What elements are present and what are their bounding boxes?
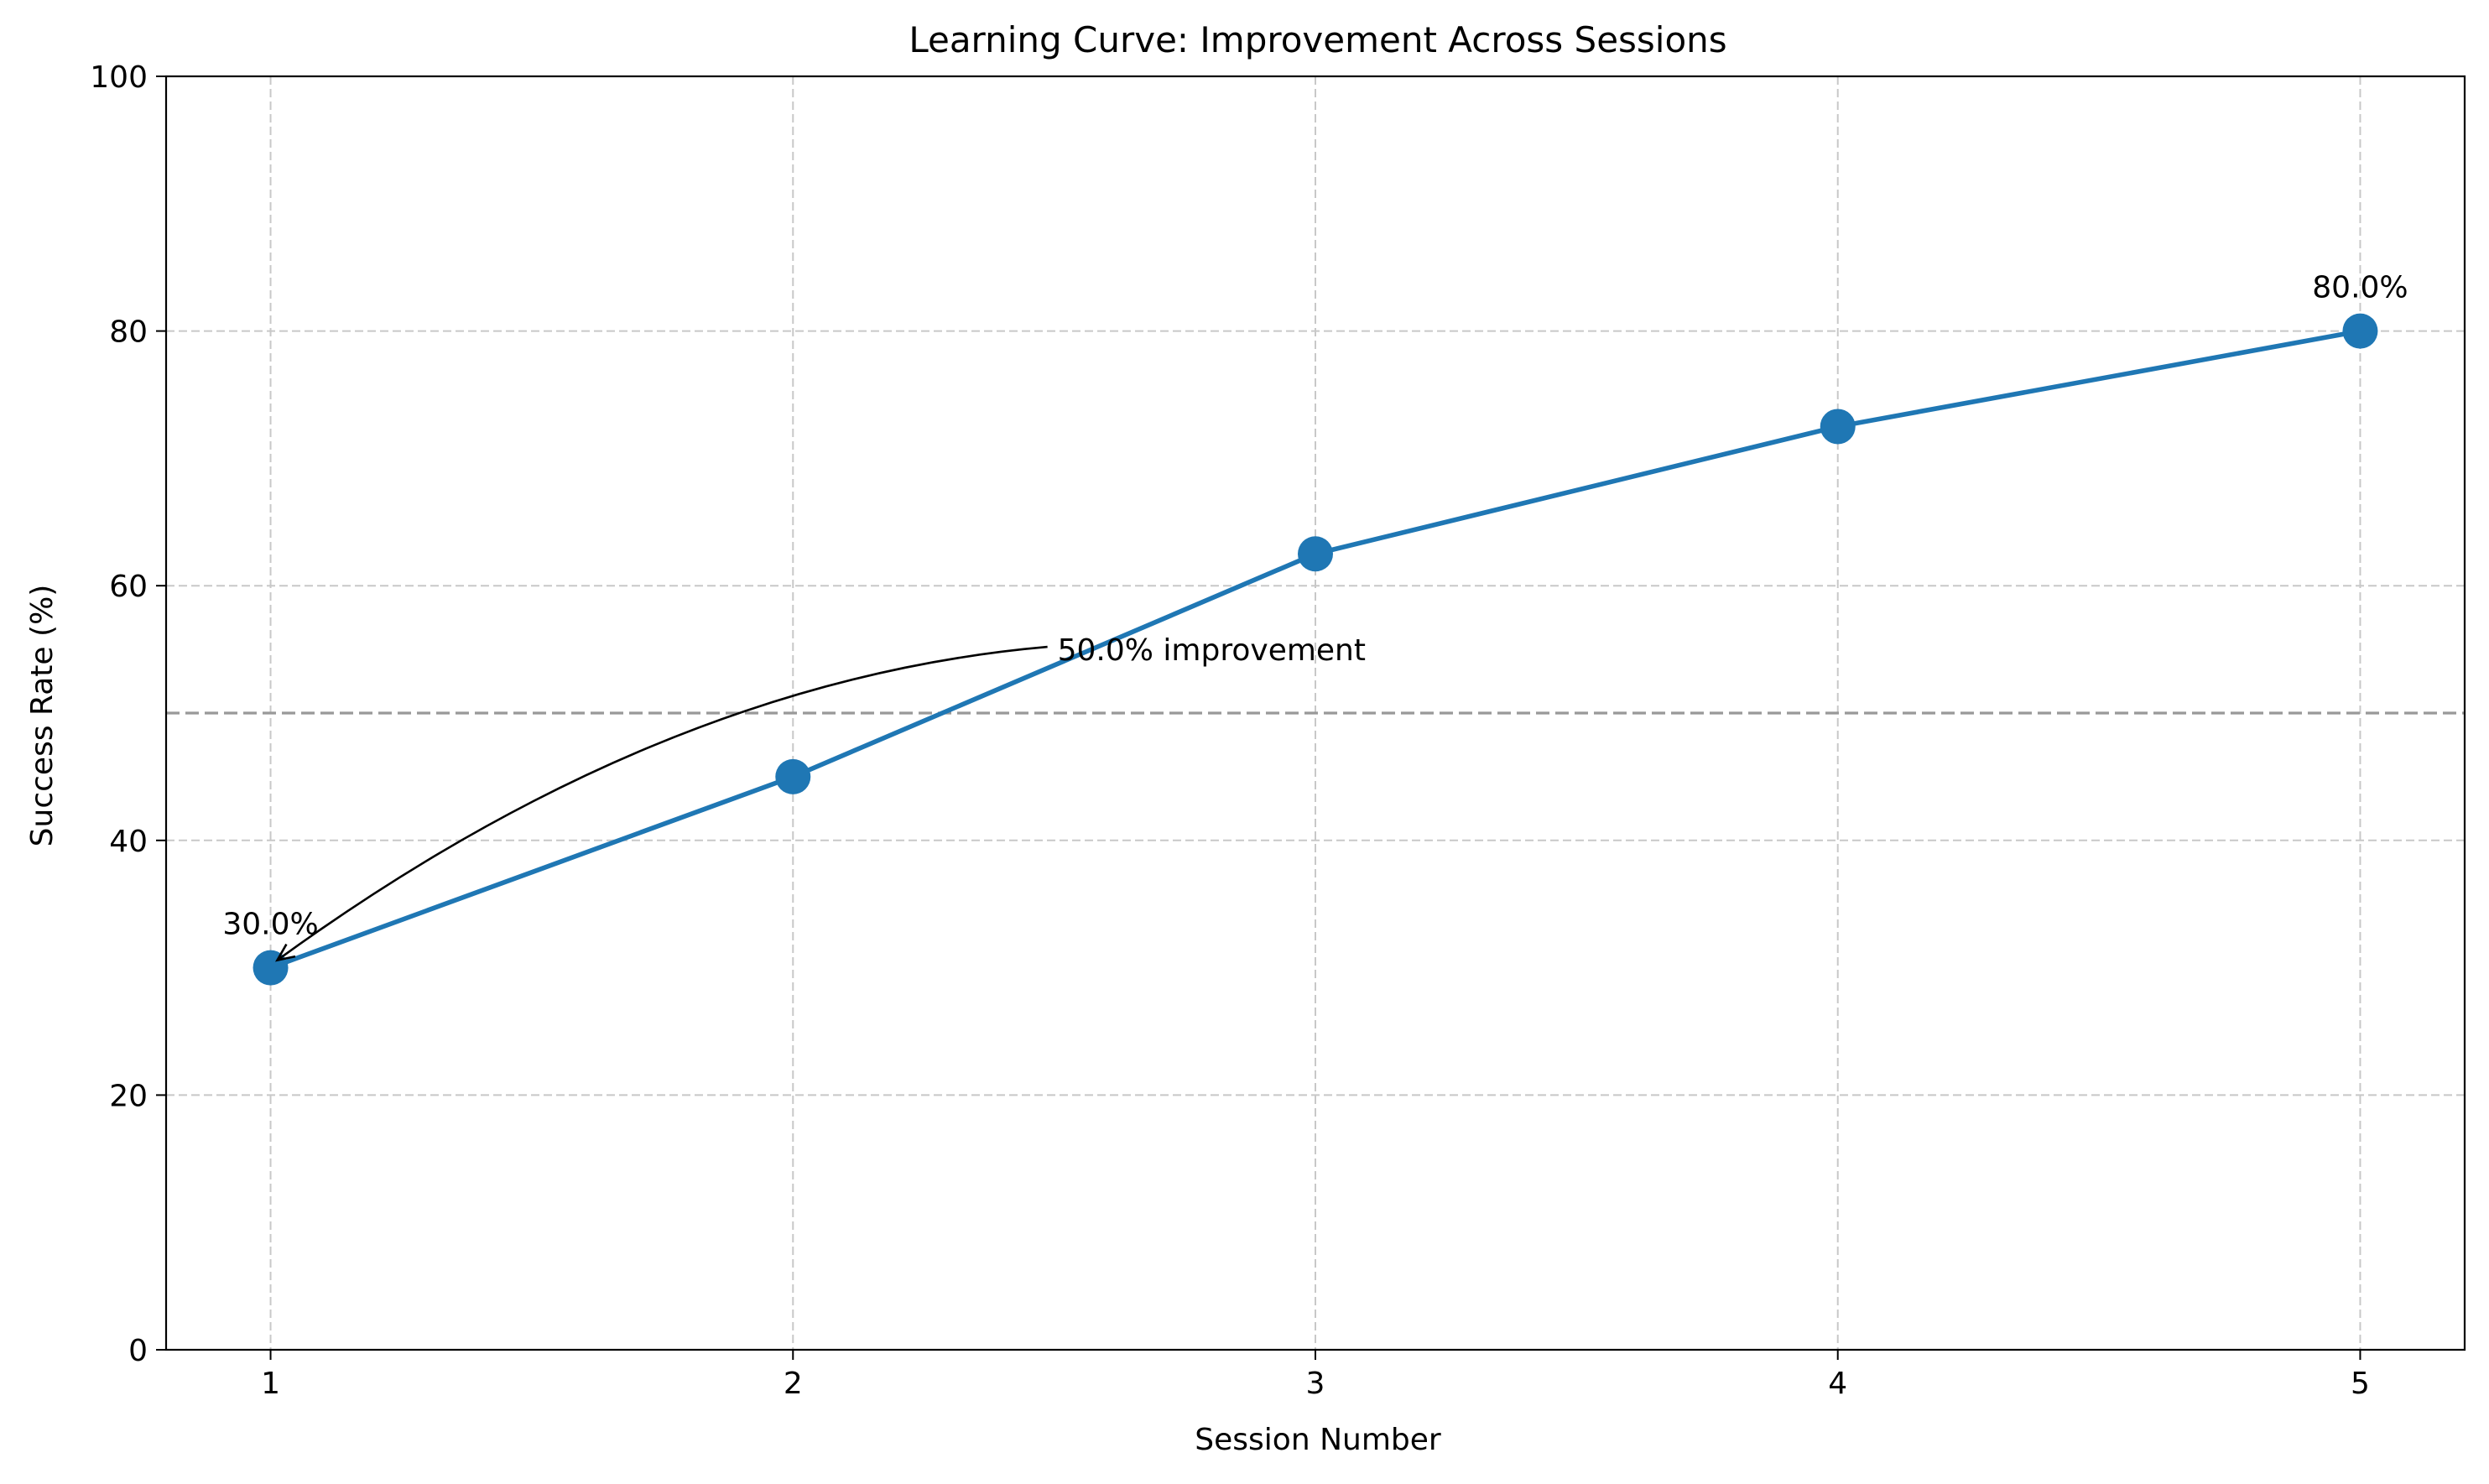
- y-tick-label: 20: [109, 1079, 148, 1113]
- annotation-arrowhead: [274, 943, 296, 962]
- y-axis-label: Success Rate (%): [25, 585, 60, 847]
- series-layer: [253, 313, 2378, 986]
- y-tick-label: 60: [109, 570, 148, 604]
- data-point: [1298, 536, 1333, 572]
- x-tick-label: 3: [1306, 1367, 1325, 1401]
- chart-title: Learning Curve: Improvement Across Sessi…: [909, 19, 1726, 60]
- annotation-label: 50.0% improvement: [1058, 633, 1366, 668]
- x-tick-label: 4: [1828, 1367, 1847, 1401]
- x-axis-ticks: 1 2 3 4 5: [261, 1350, 2370, 1401]
- x-tick-label: 2: [784, 1367, 803, 1401]
- x-axis-label: Session Number: [1195, 1423, 1441, 1457]
- x-tick-label: 5: [2351, 1367, 2370, 1401]
- data-point: [2342, 313, 2378, 349]
- y-tick-label: 40: [109, 825, 148, 859]
- x-tick-label: 1: [261, 1367, 280, 1401]
- data-point: [775, 758, 811, 794]
- y-tick-label: 80: [109, 315, 148, 350]
- annotation-layer: 30.0% 80.0% 50.0% improvement: [222, 271, 2408, 962]
- point-label: 80.0%: [2312, 271, 2408, 305]
- y-axis-ticks: 0 20 40 60 80 100: [90, 60, 166, 1368]
- y-tick-label: 0: [128, 1334, 148, 1368]
- annotation-arrow: [276, 645, 1048, 961]
- point-label: 30.0%: [222, 908, 318, 942]
- y-tick-label: 100: [90, 60, 148, 95]
- data-point: [1820, 409, 1856, 445]
